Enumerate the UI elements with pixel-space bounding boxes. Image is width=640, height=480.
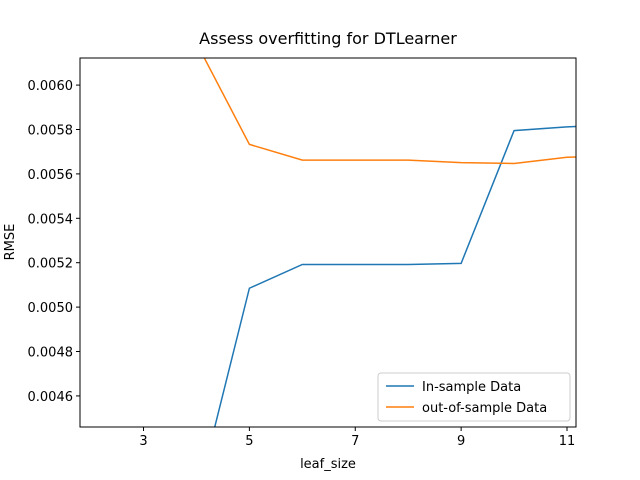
y-tick-label: 0.0058	[28, 123, 74, 138]
y-tick-label: 0.0048	[28, 346, 74, 361]
legend-label: In-sample Data	[422, 380, 521, 395]
x-tick-label: 5	[245, 434, 253, 449]
y-axis-label: RMSE	[3, 224, 18, 261]
y-tick-label: 0.0050	[28, 301, 74, 316]
x-axis-label: leaf_size	[300, 457, 356, 472]
chart-title: Assess overfitting for DTLearner	[199, 29, 457, 48]
legend-label: out-of-sample Data	[422, 401, 547, 416]
legend-box	[377, 372, 571, 422]
x-tick-label: 9	[457, 434, 465, 449]
series-line	[203, 58, 576, 165]
plot-lines	[203, 58, 576, 427]
x-tick-label: 3	[139, 434, 147, 449]
y-tick-label: 0.0052	[28, 257, 74, 272]
plot-frame	[79, 57, 577, 428]
x-tick-label: 11	[559, 434, 576, 449]
y-tick-label: 0.0056	[28, 168, 74, 183]
y-tick-label: 0.0046	[28, 390, 74, 405]
series-line	[213, 125, 576, 427]
y-tick-label: 0.0060	[28, 79, 74, 94]
y-tick-label: 0.0054	[28, 212, 74, 227]
x-tick-label: 7	[351, 434, 359, 449]
